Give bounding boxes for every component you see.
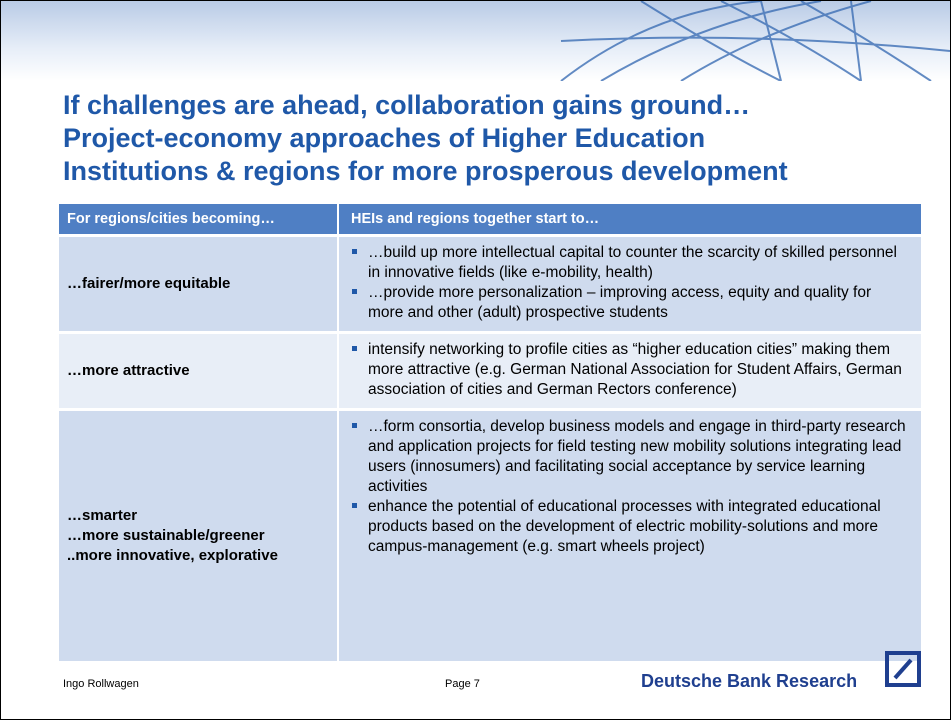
- row-label-cell: …more attractive: [59, 334, 339, 408]
- banner: [1, 1, 950, 81]
- bullet: enhance the potential of educational pro…: [351, 497, 907, 557]
- bullet-cell: intensify networking to profile cities a…: [339, 334, 921, 408]
- table: For regions/cities becoming… HEIs and reg…: [59, 204, 921, 661]
- header-cell: HEIs and regions together start to…: [351, 211, 600, 227]
- row-label: …fairer/more equitable: [67, 275, 231, 292]
- bullet: intensify networking to profile cities a…: [351, 340, 907, 400]
- header-row: For regions/cities becoming… HEIs and reg…: [59, 204, 921, 234]
- bullet: …build up more intellectual capital to c…: [351, 243, 907, 283]
- globe-graphic: [560, 1, 950, 81]
- author: Ingo Rollwagen: [63, 678, 139, 690]
- bullet: …provide more personalization – improvin…: [351, 283, 907, 323]
- title-line: If challenges are ahead, collaboration g…: [63, 90, 751, 120]
- row-label: …more sustainable/greener: [67, 527, 265, 544]
- slide-title: If challenges are ahead, collaboration g…: [63, 89, 788, 188]
- table-row: …more attractive intensify networking to …: [59, 331, 921, 408]
- bullet-cell: …form consortia, develop business models…: [339, 411, 921, 661]
- row-label: …smarter: [67, 507, 138, 524]
- page-number: Page 7: [445, 678, 480, 690]
- logo: [885, 651, 921, 687]
- title-line: Institutions & regions for more prospero…: [63, 156, 788, 186]
- table-row: …smarter …more sustainable/greener ..more …: [59, 408, 921, 661]
- table-row: …fairer/more equitable …build up more int…: [59, 234, 921, 331]
- title-line: Project-economy approaches of Higher Edu…: [63, 123, 706, 153]
- row-label: …more attractive: [67, 362, 190, 379]
- row-label-cell: …fairer/more equitable: [59, 237, 339, 331]
- bullet-cell: …build up more intellectual capital to c…: [339, 237, 921, 331]
- header-cell: For regions/cities becoming…: [59, 204, 339, 234]
- row-label: ..more innovative, explorative: [67, 547, 278, 564]
- bullet: …form consortia, develop business models…: [351, 417, 907, 497]
- row-label-cell: …smarter …more sustainable/greener ..more …: [59, 411, 339, 661]
- brand: Deutsche Bank Research: [641, 671, 858, 691]
